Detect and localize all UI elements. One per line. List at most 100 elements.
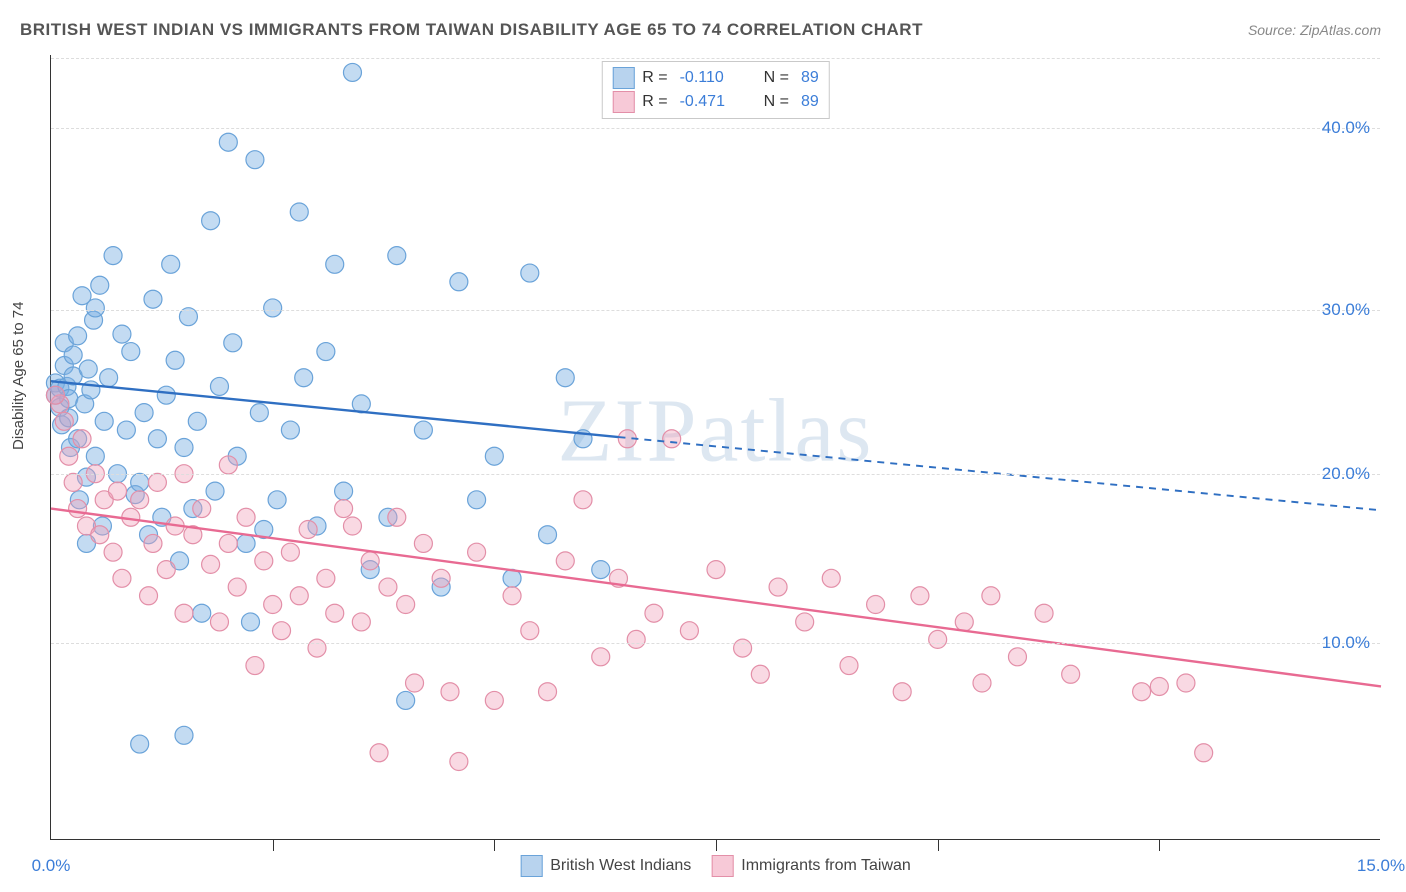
- data-point: [273, 622, 291, 640]
- data-point: [592, 648, 610, 666]
- data-point: [264, 299, 282, 317]
- x-tick-label: 0.0%: [32, 856, 71, 876]
- data-point: [69, 500, 87, 518]
- data-point: [663, 430, 681, 448]
- data-point: [193, 604, 211, 622]
- data-point: [929, 630, 947, 648]
- data-point: [734, 639, 752, 657]
- data-point: [246, 151, 264, 169]
- legend-row: R =-0.110N =89: [612, 66, 818, 90]
- data-point: [893, 683, 911, 701]
- data-point: [113, 325, 131, 343]
- data-point: [308, 639, 326, 657]
- data-point: [162, 255, 180, 273]
- data-point: [64, 473, 82, 491]
- data-point: [414, 421, 432, 439]
- data-point: [450, 273, 468, 291]
- r-value: -0.110: [680, 69, 740, 87]
- data-point: [539, 683, 557, 701]
- data-point: [1035, 604, 1053, 622]
- y-tick-label: 20.0%: [1322, 464, 1370, 484]
- data-point: [1008, 648, 1026, 666]
- data-point: [468, 543, 486, 561]
- data-point: [361, 552, 379, 570]
- data-point: [290, 587, 308, 605]
- x-tick-mark: [938, 839, 939, 851]
- data-point: [1150, 677, 1168, 695]
- data-point: [295, 369, 313, 387]
- data-point: [1062, 665, 1080, 683]
- data-point: [157, 386, 175, 404]
- legend-item: Immigrants from Taiwan: [711, 855, 911, 877]
- data-point: [352, 613, 370, 631]
- data-point: [148, 473, 166, 491]
- data-point: [556, 369, 574, 387]
- data-point: [144, 290, 162, 308]
- data-point: [343, 63, 361, 81]
- gridline: [51, 58, 1380, 59]
- gridline: [51, 643, 1380, 644]
- data-point: [521, 622, 539, 640]
- data-point: [1133, 683, 1151, 701]
- source-attribution: Source: ZipAtlas.com: [1248, 22, 1381, 38]
- data-point: [73, 430, 91, 448]
- data-point: [680, 622, 698, 640]
- data-point: [299, 520, 317, 538]
- data-point: [388, 247, 406, 265]
- data-point: [131, 473, 149, 491]
- chart-title: BRITISH WEST INDIAN VS IMMIGRANTS FROM T…: [20, 20, 923, 40]
- data-point: [973, 674, 991, 692]
- data-point: [131, 491, 149, 509]
- data-point: [250, 404, 268, 422]
- legend-row: R =-0.471N =89: [612, 90, 818, 114]
- data-point: [175, 439, 193, 457]
- data-point: [206, 482, 224, 500]
- data-point: [627, 630, 645, 648]
- data-point: [1177, 674, 1195, 692]
- y-tick-label: 40.0%: [1322, 118, 1370, 138]
- data-point: [1195, 744, 1213, 762]
- data-point: [60, 447, 78, 465]
- data-point: [769, 578, 787, 596]
- data-point: [406, 674, 424, 692]
- legend-label: Immigrants from Taiwan: [741, 857, 911, 875]
- data-point: [397, 596, 415, 614]
- data-point: [840, 657, 858, 675]
- chart-svg: [51, 55, 1380, 839]
- data-point: [144, 534, 162, 552]
- data-point: [113, 569, 131, 587]
- data-point: [645, 604, 663, 622]
- data-point: [100, 369, 118, 387]
- data-point: [219, 133, 237, 151]
- data-point: [751, 665, 769, 683]
- gridline: [51, 310, 1380, 311]
- data-point: [242, 613, 260, 631]
- data-point: [86, 299, 104, 317]
- data-point: [268, 491, 286, 509]
- data-point: [281, 543, 299, 561]
- data-point: [290, 203, 308, 221]
- data-point: [255, 552, 273, 570]
- data-point: [193, 500, 211, 518]
- data-point: [104, 247, 122, 265]
- data-point: [122, 343, 140, 361]
- data-point: [46, 386, 64, 404]
- data-point: [140, 587, 158, 605]
- data-point: [379, 578, 397, 596]
- x-tick-mark: [494, 839, 495, 851]
- data-point: [109, 482, 127, 500]
- data-point: [822, 569, 840, 587]
- data-point: [317, 569, 335, 587]
- data-point: [521, 264, 539, 282]
- data-point: [224, 334, 242, 352]
- data-point: [485, 447, 503, 465]
- data-point: [955, 613, 973, 631]
- data-point: [86, 447, 104, 465]
- data-point: [202, 555, 220, 573]
- data-point: [326, 604, 344, 622]
- data-point: [166, 351, 184, 369]
- x-tick-mark: [1159, 839, 1160, 851]
- data-point: [539, 526, 557, 544]
- data-point: [79, 360, 97, 378]
- x-tick-label: 15.0%: [1357, 856, 1405, 876]
